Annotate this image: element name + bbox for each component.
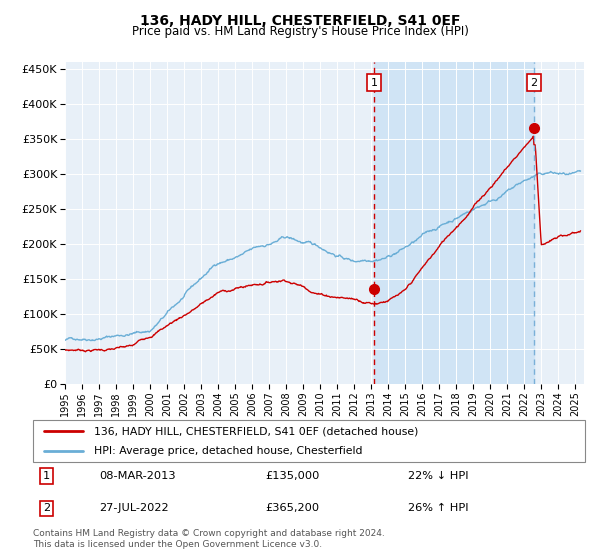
Text: 22% ↓ HPI: 22% ↓ HPI xyxy=(409,471,469,481)
Text: £135,000: £135,000 xyxy=(265,471,319,481)
Text: 1: 1 xyxy=(371,77,377,87)
Text: HPI: Average price, detached house, Chesterfield: HPI: Average price, detached house, Ches… xyxy=(94,446,362,456)
Text: 1: 1 xyxy=(43,471,50,481)
Text: Price paid vs. HM Land Registry's House Price Index (HPI): Price paid vs. HM Land Registry's House … xyxy=(131,25,469,38)
Text: 136, HADY HILL, CHESTERFIELD, S41 0EF: 136, HADY HILL, CHESTERFIELD, S41 0EF xyxy=(140,14,460,28)
Text: 2: 2 xyxy=(530,77,538,87)
Bar xyxy=(374,62,534,384)
Text: 2: 2 xyxy=(43,503,50,514)
Text: 27-JUL-2022: 27-JUL-2022 xyxy=(99,503,169,514)
Text: 136, HADY HILL, CHESTERFIELD, S41 0EF (detached house): 136, HADY HILL, CHESTERFIELD, S41 0EF (d… xyxy=(94,426,418,436)
FancyBboxPatch shape xyxy=(33,420,585,462)
Text: Contains HM Land Registry data © Crown copyright and database right 2024.
This d: Contains HM Land Registry data © Crown c… xyxy=(33,529,385,549)
Text: 26% ↑ HPI: 26% ↑ HPI xyxy=(409,503,469,514)
Text: £365,200: £365,200 xyxy=(265,503,319,514)
Text: 08-MAR-2013: 08-MAR-2013 xyxy=(99,471,176,481)
